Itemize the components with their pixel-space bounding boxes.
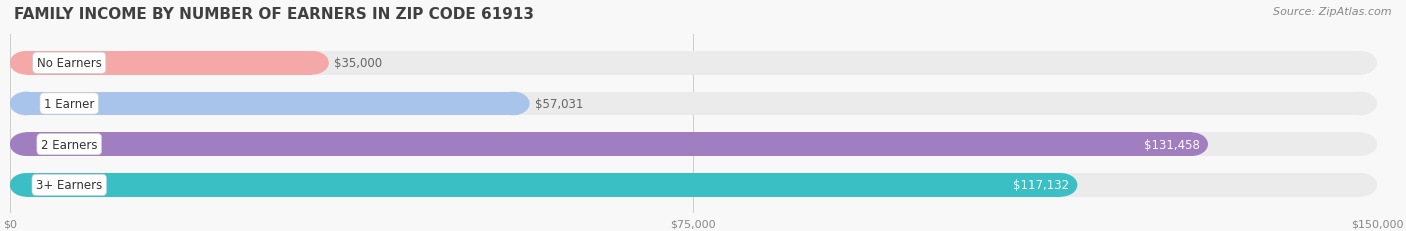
- Bar: [27, 133, 1361, 156]
- Text: 2 Earners: 2 Earners: [41, 138, 97, 151]
- Bar: [27, 52, 1361, 75]
- Text: No Earners: No Earners: [37, 57, 101, 70]
- Text: $131,458: $131,458: [1144, 138, 1199, 151]
- Ellipse shape: [10, 92, 42, 116]
- Text: 3+ Earners: 3+ Earners: [37, 179, 103, 191]
- Ellipse shape: [10, 133, 42, 156]
- Text: 1 Earner: 1 Earner: [44, 97, 94, 110]
- Ellipse shape: [496, 92, 530, 116]
- Text: Source: ZipAtlas.com: Source: ZipAtlas.com: [1274, 7, 1392, 17]
- Ellipse shape: [1045, 173, 1077, 197]
- Text: $57,031: $57,031: [534, 97, 583, 110]
- Bar: [27, 92, 513, 116]
- Ellipse shape: [1344, 173, 1376, 197]
- Bar: [27, 173, 1062, 197]
- Ellipse shape: [1344, 133, 1376, 156]
- Text: FAMILY INCOME BY NUMBER OF EARNERS IN ZIP CODE 61913: FAMILY INCOME BY NUMBER OF EARNERS IN ZI…: [14, 7, 534, 22]
- Ellipse shape: [10, 52, 42, 75]
- Ellipse shape: [10, 173, 42, 197]
- Ellipse shape: [1175, 133, 1208, 156]
- Text: $117,132: $117,132: [1014, 179, 1069, 191]
- Ellipse shape: [10, 92, 42, 116]
- Bar: [27, 173, 1361, 197]
- Bar: [27, 133, 1191, 156]
- Ellipse shape: [297, 52, 329, 75]
- Ellipse shape: [10, 173, 42, 197]
- Ellipse shape: [1344, 52, 1376, 75]
- Text: $35,000: $35,000: [333, 57, 382, 70]
- Bar: [27, 52, 312, 75]
- Ellipse shape: [1344, 92, 1376, 116]
- Bar: [27, 92, 1361, 116]
- Ellipse shape: [10, 133, 42, 156]
- Ellipse shape: [10, 52, 42, 75]
